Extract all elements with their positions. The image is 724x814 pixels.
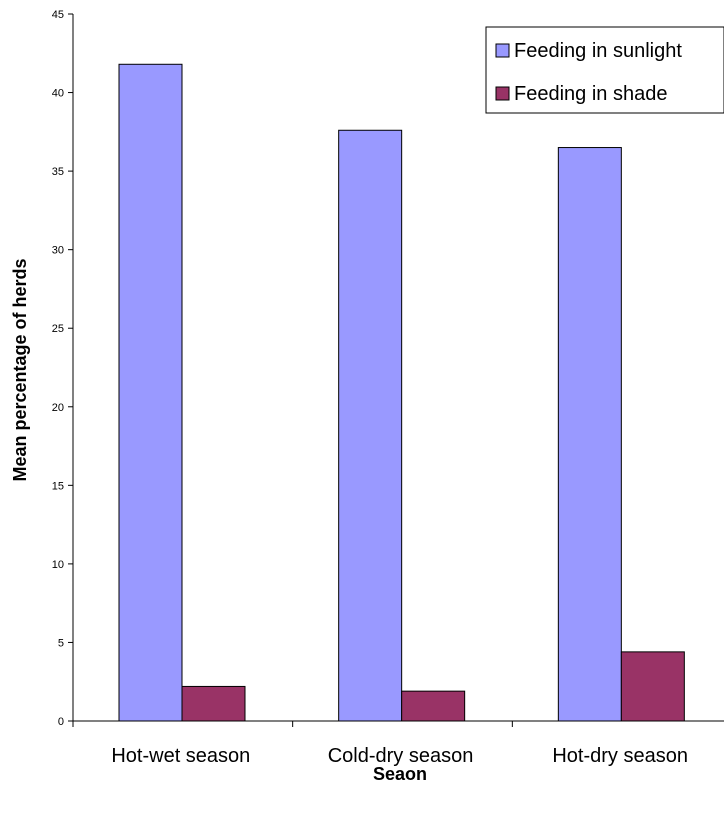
y-ticks: 0 5 10 15 20 25 30 35 40 45 <box>52 9 73 728</box>
x-tick-label: Hot-wet season <box>111 745 250 767</box>
bar-shade <box>181 685 246 722</box>
bar-sunlight <box>118 63 183 722</box>
bar-shade <box>401 690 466 722</box>
y-tick-label: 5 <box>58 637 64 649</box>
legend-label-sunlight: Feeding in sunlight <box>514 40 682 62</box>
y-tick-label: 35 <box>52 166 64 178</box>
bar-sunlight <box>338 129 403 722</box>
y-tick-label: 0 <box>58 716 64 728</box>
y-tick-label: 10 <box>52 559 64 571</box>
y-tick-label: 25 <box>52 323 64 335</box>
y-tick-label: 15 <box>52 480 64 492</box>
legend-swatch-shade <box>495 86 510 101</box>
y-tick-label: 40 <box>52 88 64 100</box>
bars <box>118 63 685 722</box>
y-tick-label: 45 <box>52 9 64 21</box>
x-axis-title: Seaon <box>373 764 427 784</box>
bar-sunlight <box>557 147 622 722</box>
legend-box <box>485 26 724 114</box>
x-tick-label: Cold-dry season <box>328 745 474 767</box>
bar-shade <box>620 651 685 722</box>
y-tick-label: 20 <box>52 402 64 414</box>
x-ticks: Hot-wet season Cold-dry season Hot-dry sea… <box>72 721 688 767</box>
y-axis-title: Mean percentage of herds <box>10 258 30 481</box>
legend-label-shade: Feeding in shade <box>514 83 667 105</box>
legend: Feeding in sunlight Feeding in shade <box>485 26 724 114</box>
x-tick-label: Hot-dry season <box>552 745 688 767</box>
y-tick-label: 30 <box>52 245 64 257</box>
legend-swatch-sunlight <box>495 43 510 58</box>
